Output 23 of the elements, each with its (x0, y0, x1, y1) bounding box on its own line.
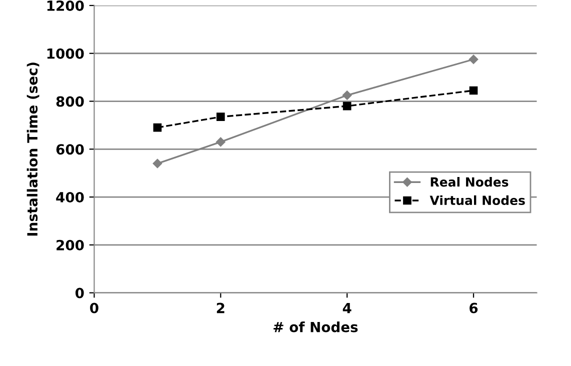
point (216, 137, 226, 147)
y-tick-label: 1200 (47, 0, 84, 11)
legend-label: Virtual Nodes (430, 195, 525, 206)
y-tick-label: 800 (56, 96, 84, 107)
y-tick-label: 1000 (47, 48, 84, 59)
x-tick-label: 2 (216, 302, 224, 314)
x-tick-label: 6 (470, 302, 478, 314)
y-tick-label: 200 (56, 240, 84, 250)
point (342, 90, 352, 100)
point (342, 102, 352, 110)
y-tick-label: 400 (56, 192, 84, 203)
point (152, 158, 162, 168)
x-tick-label: 0 (90, 302, 98, 314)
point (469, 86, 478, 95)
point (468, 54, 478, 64)
x-tick-label: 4 (342, 302, 352, 314)
y-axis-title: Installation Time (sec) (26, 62, 40, 236)
x-axis-title: # of Nodes (274, 322, 358, 332)
point (153, 123, 162, 132)
point (216, 112, 225, 121)
y-tick-label: 600 (56, 144, 84, 155)
legend-label: Real Nodes (430, 177, 508, 187)
y-tick-label: 0 (75, 288, 84, 298)
